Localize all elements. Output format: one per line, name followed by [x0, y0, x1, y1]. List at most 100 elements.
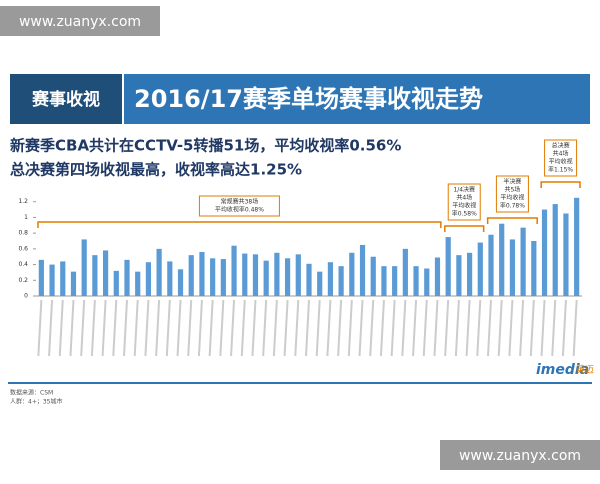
annotation-text: 平均收视 — [500, 194, 524, 202]
bracket — [540, 181, 581, 188]
x-label-stub — [487, 299, 492, 357]
x-label-stub — [112, 299, 118, 357]
y-tick-label: 1.2 — [18, 198, 28, 205]
bar — [327, 262, 334, 296]
y-tick-label: 0 — [24, 293, 28, 300]
bar — [102, 250, 109, 296]
x-label-stub — [165, 299, 171, 357]
bar — [509, 239, 516, 296]
x-label-stub — [454, 299, 460, 357]
x-label-stub — [90, 299, 96, 357]
annotation-text: 共5场 — [504, 186, 520, 194]
x-label-stub — [294, 299, 300, 357]
annotation-text: 1/4决赛 — [453, 186, 475, 194]
title-band — [124, 74, 590, 124]
y-tick-label: 0.8 — [18, 230, 28, 237]
bar — [49, 264, 55, 296]
bar — [177, 269, 184, 296]
watermark-box — [0, 6, 160, 36]
y-tick-label: 1 — [24, 214, 28, 221]
bar — [402, 248, 408, 296]
bar — [370, 256, 376, 296]
bar — [135, 271, 141, 296]
x-label-stub — [347, 299, 353, 357]
x-label-stub — [444, 299, 450, 357]
x-label-stub — [540, 299, 546, 357]
tag: 赛事收视 — [31, 89, 100, 110]
bar — [424, 268, 430, 296]
bar — [306, 263, 312, 296]
bracket — [444, 225, 485, 232]
watermark: www.zuanyx.com — [459, 448, 581, 464]
x-label-stub — [251, 299, 257, 357]
bar — [167, 261, 173, 296]
bracket — [486, 217, 538, 224]
bar — [113, 270, 119, 296]
x-label-stub — [219, 299, 225, 357]
annotation-text: 半决赛 — [503, 178, 521, 186]
logo-cn: 英迈 — [576, 364, 594, 376]
y-tick-label: 0.2 — [18, 277, 28, 284]
annotation-text: 总决赛 — [552, 142, 570, 150]
x-label-stub — [433, 299, 439, 357]
bar — [338, 266, 344, 296]
source: 数据来源：CSM — [10, 389, 53, 397]
bar — [145, 262, 152, 296]
bar — [381, 266, 387, 296]
annotation-text: 共4场 — [553, 150, 569, 158]
x-label-stub — [37, 299, 43, 357]
x-label-stub — [155, 299, 161, 357]
bar — [274, 252, 280, 296]
annotation-box — [447, 183, 481, 221]
x-label-stub — [283, 299, 289, 357]
x-label-stub — [572, 299, 578, 357]
annotation-text: 率0.78% — [500, 202, 525, 210]
x-label-stub — [412, 299, 418, 357]
x-label-stub — [561, 299, 567, 357]
x-label-stub — [230, 299, 236, 357]
annotation-text: 平均收视率0.48% — [215, 206, 264, 214]
watermark-box — [440, 440, 600, 470]
bar — [70, 271, 77, 296]
x-label-stub — [101, 299, 107, 357]
x-label-stub — [358, 299, 364, 357]
x-label-stub — [262, 299, 268, 357]
x-label-stub — [272, 299, 278, 357]
annotation-text: 平均收视 — [549, 158, 573, 166]
bar — [92, 255, 98, 296]
bar — [574, 197, 580, 296]
bar — [477, 242, 483, 296]
x-label-stub — [80, 299, 86, 357]
bar — [349, 252, 355, 296]
tag-box — [10, 74, 122, 124]
bar — [434, 257, 441, 296]
annotation-text: 共4场 — [456, 194, 472, 202]
summary: 总决赛第四场收视最高，收视率高达1.25% — [10, 161, 302, 179]
bar — [81, 239, 87, 296]
bar — [231, 245, 237, 296]
x-label-stub — [379, 299, 385, 357]
annotation-box — [495, 175, 529, 213]
bar — [359, 244, 366, 296]
x-label-stub — [551, 299, 557, 357]
bar — [488, 234, 494, 296]
bar — [263, 260, 269, 296]
bar — [563, 213, 569, 296]
x-label-stub — [240, 299, 246, 357]
bar — [60, 261, 66, 296]
bar — [242, 253, 248, 296]
x-label-stub — [369, 299, 375, 357]
bracket — [37, 221, 442, 228]
x-label-stub — [508, 299, 514, 357]
bar — [531, 241, 537, 296]
x-label-stub — [123, 299, 128, 357]
x-label-stub — [208, 299, 214, 357]
x-label-stub — [69, 299, 75, 357]
bar — [520, 227, 526, 296]
logo: imedia — [536, 362, 589, 378]
x-label-stub — [529, 299, 535, 357]
bar — [38, 259, 44, 296]
bar — [295, 254, 301, 296]
